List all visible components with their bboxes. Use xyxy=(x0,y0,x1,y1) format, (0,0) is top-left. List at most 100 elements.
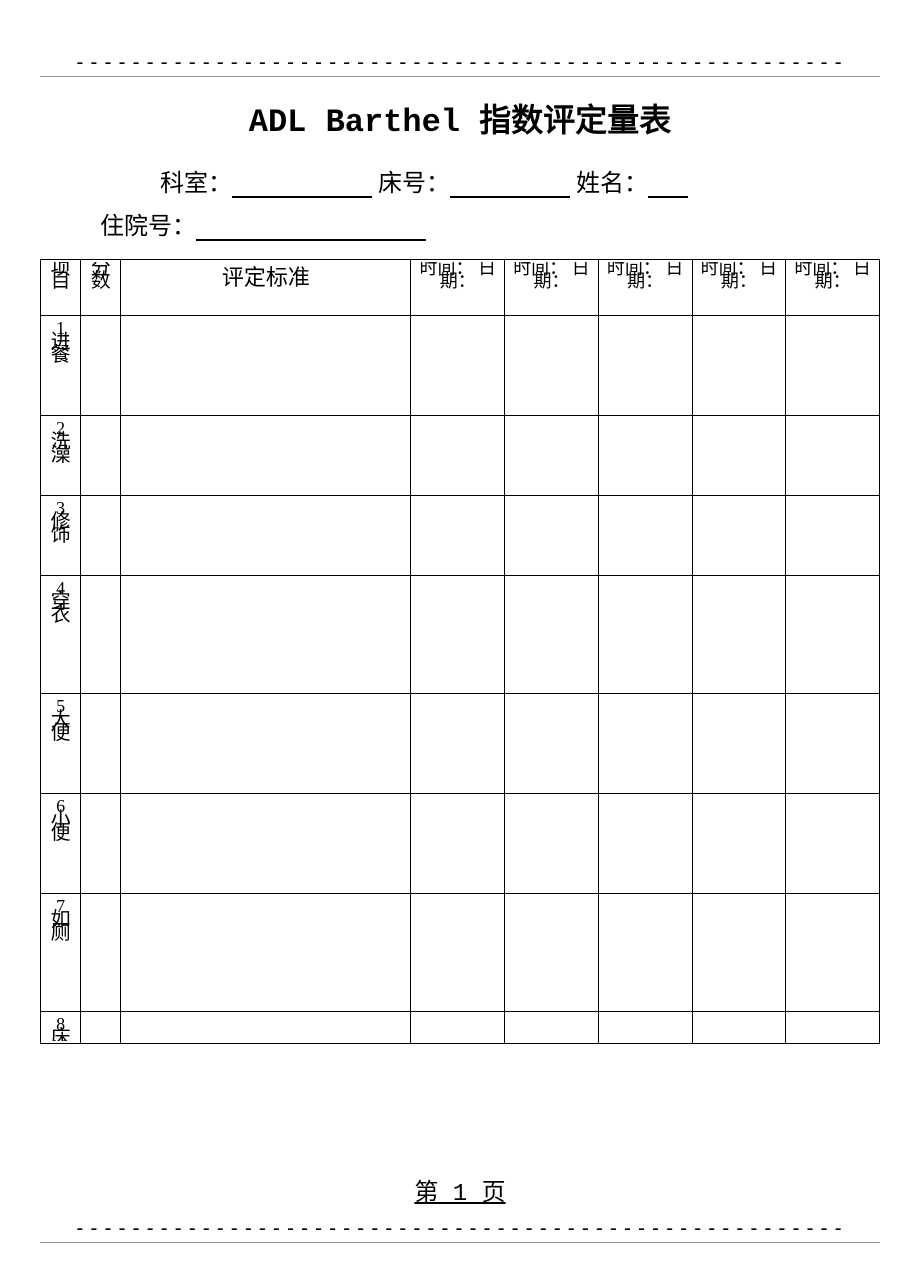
bed-blank xyxy=(450,172,570,198)
criteria-cell: 可独立完成床椅转移 xyxy=(121,1012,411,1044)
time-cell: 1050 xyxy=(505,794,599,894)
time-cell: 15 xyxy=(786,1012,880,1044)
time-cell: 1050 xyxy=(786,316,880,416)
hdr-score: 分数 xyxy=(81,260,121,316)
score-cell: 1050 xyxy=(81,694,121,794)
item-cell: 6小便 xyxy=(41,794,81,894)
time-cell: 15 xyxy=(598,1012,692,1044)
time-cell: 50 xyxy=(692,416,786,496)
hdr-time-5: 时间： 日期： xyxy=(786,260,880,316)
criteria-cell: 能独立洗脸、梳头、刷牙、剃须等需他人帮助 xyxy=(121,496,411,576)
page-footer: 第 1 页 ----------------------------------… xyxy=(40,1172,880,1245)
criteria-cell: 准备好洗澡水后，可自己独立完成洗澡过程洗澡过程中需他人帮助 xyxy=(121,416,411,496)
time-cell: 1050 xyxy=(411,794,505,894)
criteria-cell: 可控制小便偶有失禁，或需他人提示完全失禁，或留置导尿管 xyxy=(121,794,411,894)
time-cell: 1050 xyxy=(692,316,786,416)
score-cell: 1050 xyxy=(81,894,121,1012)
time-cell: 50 xyxy=(598,416,692,496)
time-cell: 1050 xyxy=(411,694,505,794)
inpatient-label: 住院号： xyxy=(100,214,196,240)
hdr-time-2: 时间： 日期： xyxy=(505,260,599,316)
table-row: 5大便1050可控制大便偶有失禁，或需他人提示完全失控1050105010501… xyxy=(41,694,880,794)
table-row: 7如厕1050能独立完成如厕、擦净、整理衣裤、冲水过程需部分帮助完全依赖他人10… xyxy=(41,894,880,1012)
item-cell: 7如厕 xyxy=(41,894,81,1012)
time-cell: 50 xyxy=(786,496,880,576)
time-cell: 1050 xyxy=(692,694,786,794)
time-cell: 1050 xyxy=(598,894,692,1012)
meta-line-2: 住院号： xyxy=(40,206,880,241)
item-cell: 3修饰 xyxy=(41,496,81,576)
criteria-cell: 可独立进食需要部分帮助依赖他人，或留置胃管 xyxy=(121,316,411,416)
score-cell: 1050 xyxy=(81,316,121,416)
item-cell: 5大便 xyxy=(41,694,81,794)
bed-label: 床号： xyxy=(378,171,450,197)
time-cell: 1050 xyxy=(505,694,599,794)
name-blank xyxy=(648,172,688,198)
score-cell: 1050 xyxy=(81,576,121,694)
table-header-row: 项目 分数 评定标准 时间： 日期： 时间： 日期： 时间： 日期： 时间： 日… xyxy=(41,260,880,316)
time-cell: 1050 xyxy=(505,316,599,416)
time-cell: 15 xyxy=(692,1012,786,1044)
item-cell: 4穿衣 xyxy=(41,576,81,694)
dept-label: 科室： xyxy=(160,171,232,197)
time-cell: 15 xyxy=(411,1012,505,1044)
bottom-rule xyxy=(40,1242,880,1243)
score-cell: 50 xyxy=(81,496,121,576)
time-cell: 1050 xyxy=(598,694,692,794)
hdr-item: 项目 xyxy=(41,260,81,316)
item-cell: 1进餐 xyxy=(41,316,81,416)
time-cell: 1050 xyxy=(786,894,880,1012)
barthel-table: 项目 分数 评定标准 时间： 日期： 时间： 日期： 时间： 日期： 时间： 日… xyxy=(40,259,880,1044)
table-row: 6小便1050可控制小便偶有失禁，或需他人提示完全失禁，或留置导尿管105010… xyxy=(41,794,880,894)
time-cell: 50 xyxy=(598,496,692,576)
table-row: 4穿衣1050穿脱衣裤、鞋袜、系鞋带、系解纽扣、拉拉链等需部分帮助完全依赖他人1… xyxy=(41,576,880,694)
time-cell: 1050 xyxy=(692,576,786,694)
time-cell: 50 xyxy=(411,416,505,496)
time-cell: 50 xyxy=(411,496,505,576)
time-cell: 1050 xyxy=(411,316,505,416)
time-cell: 1050 xyxy=(786,576,880,694)
time-cell: 50 xyxy=(786,416,880,496)
table-body: 1进餐1050可独立进食需要部分帮助依赖他人，或留置胃管105010501050… xyxy=(41,316,880,1044)
top-rule xyxy=(40,76,880,77)
time-cell: 1050 xyxy=(786,794,880,894)
table-row: 3修饰50能独立洗脸、梳头、刷牙、剃须等需他人帮助5050505050 xyxy=(41,496,880,576)
hdr-time-4: 时间： 日期： xyxy=(692,260,786,316)
time-cell: 50 xyxy=(505,416,599,496)
score-cell: 1050 xyxy=(81,794,121,894)
hdr-time-3: 时间： 日期： xyxy=(598,260,692,316)
table-row: 1进餐1050可独立进食需要部分帮助依赖他人，或留置胃管105010501050… xyxy=(41,316,880,416)
criteria-cell: 能独立完成如厕、擦净、整理衣裤、冲水过程需部分帮助完全依赖他人 xyxy=(121,894,411,1012)
table-row: 8床椅转移15可独立完成床椅转移1515151515 xyxy=(41,1012,880,1044)
name-label: 姓名： xyxy=(576,171,648,197)
dept-blank xyxy=(232,172,372,198)
time-cell: 50 xyxy=(505,496,599,576)
time-cell: 1050 xyxy=(505,576,599,694)
score-cell: 15 xyxy=(81,1012,121,1044)
criteria-cell: 穿脱衣裤、鞋袜、系鞋带、系解纽扣、拉拉链等需部分帮助完全依赖他人 xyxy=(121,576,411,694)
bottom-dash: ----------------------------------------… xyxy=(40,1216,880,1240)
criteria-cell: 可控制大便偶有失禁，或需他人提示完全失控 xyxy=(121,694,411,794)
score-cell: 50 xyxy=(81,416,121,496)
time-cell: 1050 xyxy=(598,316,692,416)
time-cell: 1050 xyxy=(692,794,786,894)
time-cell: 1050 xyxy=(505,894,599,1012)
time-cell: 1050 xyxy=(411,576,505,694)
item-cell: 2洗澡 xyxy=(41,416,81,496)
time-cell: 1050 xyxy=(411,894,505,1012)
meta-line-1: 科室： 床号： 姓名： xyxy=(40,163,880,198)
page-title: ADL Barthel 指数评定量表 xyxy=(40,95,880,141)
hdr-criteria: 评定标准 xyxy=(121,260,411,316)
time-cell: 50 xyxy=(692,496,786,576)
hdr-time-1: 时间： 日期： xyxy=(411,260,505,316)
page-number: 第 1 页 xyxy=(414,1172,505,1208)
time-cell: 1050 xyxy=(598,794,692,894)
item-cell: 8床椅转移 xyxy=(41,1012,81,1044)
time-cell: 1050 xyxy=(692,894,786,1012)
time-cell: 1050 xyxy=(598,576,692,694)
time-cell: 15 xyxy=(505,1012,599,1044)
top-dash: ----------------------------------------… xyxy=(40,50,880,74)
inpatient-blank xyxy=(196,215,426,241)
time-cell: 1050 xyxy=(786,694,880,794)
table-row: 2洗澡50准备好洗澡水后，可自己独立完成洗澡过程洗澡过程中需他人帮助505050… xyxy=(41,416,880,496)
